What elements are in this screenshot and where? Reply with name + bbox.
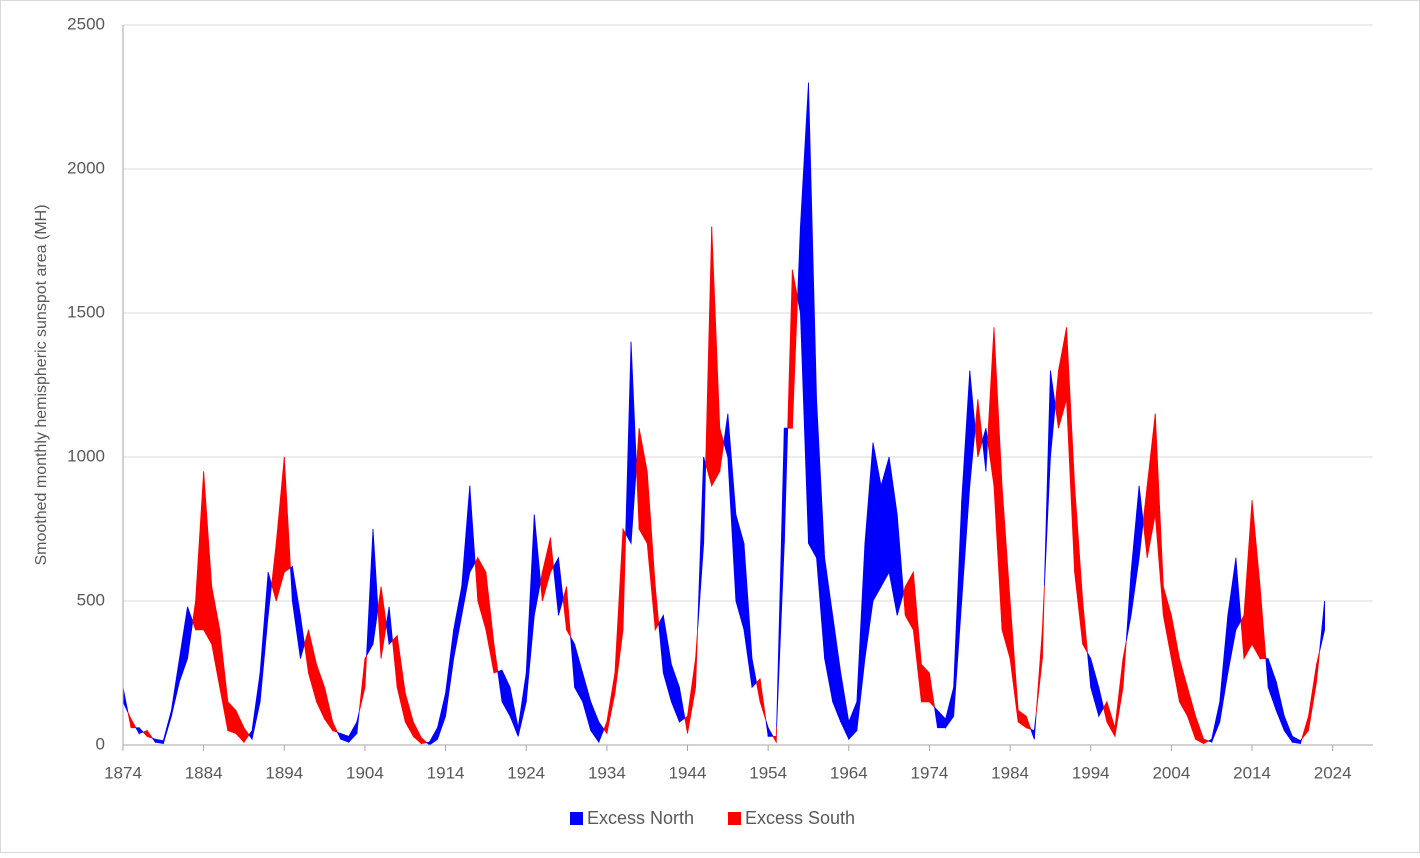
legend-label: Excess North [587,808,694,828]
y-tick-label: 2500 [67,14,105,33]
x-tick-label: 1944 [669,763,707,782]
x-tick-label: 1964 [830,763,868,782]
x-tick-label: 1934 [588,763,626,782]
x-tick-label: 2004 [1152,763,1190,782]
y-tick-label: 500 [77,590,105,609]
x-tick-label: 1884 [185,763,223,782]
x-tick-label: 1954 [749,763,787,782]
y-axis-label: Smoothed monthly hemispheric sunspot are… [33,204,50,565]
y-tick-label: 1500 [67,302,105,321]
y-tick-label: 0 [96,734,105,753]
legend-swatch [728,812,741,825]
y-tick-label: 1000 [67,446,105,465]
x-tick-label: 1894 [265,763,303,782]
x-tick-label: 1924 [507,763,545,782]
x-tick-label: 2014 [1233,763,1271,782]
x-tick-label: 1984 [991,763,1029,782]
x-tick-label: 1974 [911,763,949,782]
x-tick-label: 1994 [1072,763,1110,782]
legend-label: Excess South [745,808,855,828]
legend-swatch [570,812,583,825]
x-tick-label: 2024 [1314,763,1352,782]
x-tick-label: 1914 [427,763,465,782]
y-tick-label: 2000 [67,158,105,177]
x-tick-label: 1904 [346,763,384,782]
x-tick-label: 1874 [104,763,142,782]
